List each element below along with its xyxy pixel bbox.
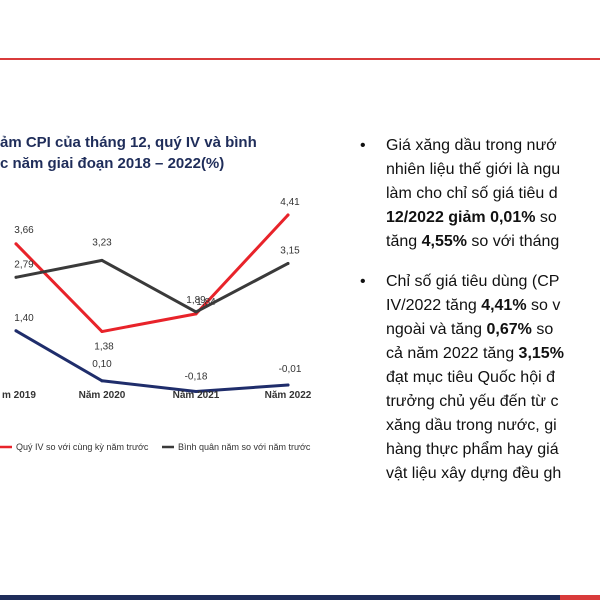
series-line-2: [14, 329, 290, 394]
x-tick-label: Năm 2022: [265, 390, 312, 401]
legend-label: Quý IV so với cùng kỳ năm trước: [16, 442, 149, 452]
bullet-line: nhiên liệu thế giới là ngu: [386, 158, 560, 182]
data-label: 4,41: [280, 197, 300, 208]
bullet-segment: vật liệu xây dựng đều gh: [386, 465, 562, 482]
bullet-line: 12/2022 giảm 0,01% so: [386, 206, 560, 230]
bullet-highlight: 0,67%: [486, 321, 532, 338]
bottom-bar: [0, 595, 600, 600]
data-label: -0,18: [185, 372, 208, 383]
data-point: [286, 213, 290, 217]
bullet-segment: tăng: [386, 233, 422, 250]
bullet-segment: xăng dầu trong nước, gi: [386, 417, 557, 434]
bullet-segment: IV/2022 tăng: [386, 297, 482, 314]
bullet-highlight: 3,15%: [518, 345, 564, 362]
bullet-segment: ngoài và tăng: [386, 321, 487, 338]
bullet-dot-icon: •: [360, 137, 366, 154]
bullet-segment: đạt mục tiêu Quốc hội đ: [386, 369, 555, 386]
bullet-line: trưởng chủ yếu đến từ c: [386, 390, 564, 414]
data-point: [100, 379, 104, 383]
data-label: 3,15: [280, 245, 300, 256]
x-tick-label: Năm 2021: [173, 390, 220, 401]
data-point: [14, 242, 18, 246]
bullet-text: Giá xăng dầu trong nướ nhiên liệu thế giớ…: [386, 134, 560, 254]
bullet-line: IV/2022 tăng 4,41% so v: [386, 294, 564, 318]
bottom-bar-accent: [560, 595, 600, 600]
data-label: 3,23: [92, 237, 112, 248]
bullet-line: xăng dầu trong nước, gi: [386, 414, 564, 438]
bullet-line: ngoài và tăng 0,67% so: [386, 318, 564, 342]
bullet-segment: hàng thực phẩm hay giá: [386, 441, 559, 458]
bullet-line: tăng 4,55% so với tháng: [386, 230, 560, 254]
data-label: 3,66: [14, 225, 34, 236]
bullet-line: Giá xăng dầu trong nướ: [386, 134, 560, 158]
data-label: 2,79: [14, 259, 34, 270]
data-label: 1,84: [196, 297, 216, 308]
series-line-1: [14, 258, 290, 314]
chart-title-line-1: ảm CPI của tháng 12, quý IV và bình: [0, 134, 257, 151]
bullet-list: • Giá xăng dầu trong nướ nhiên liệu thế gi…: [360, 134, 600, 502]
data-point: [194, 310, 198, 314]
bullet-item: • Chỉ số giá tiêu dùng (CP IV/2022 tăng 4,…: [360, 270, 600, 486]
data-point: [286, 383, 290, 387]
bullet-segment: trưởng chủ yếu đến từ c: [386, 393, 559, 410]
bullet-segment: nhiên liệu thế giới là ngu: [386, 161, 561, 178]
bullet-dot-icon: •: [360, 273, 366, 290]
bullet-segment: làm cho chỉ số giá tiêu d: [386, 185, 558, 202]
bullet-line: cả năm 2022 tăng 3,15%: [386, 342, 564, 366]
top-rule: [0, 58, 600, 60]
bullet-line: vật liệu xây dựng đều gh: [386, 462, 564, 486]
legend-label: Bình quân năm so với năm trước: [178, 442, 311, 452]
data-point: [286, 261, 290, 265]
bullet-item: • Giá xăng dầu trong nướ nhiên liệu thế gi…: [360, 134, 600, 254]
bullet-line: Chỉ số giá tiêu dùng (CP: [386, 270, 564, 294]
data-label: -0,01: [279, 364, 302, 375]
data-point: [194, 390, 198, 394]
data-label: 0,10: [92, 359, 112, 370]
data-point: [14, 329, 18, 333]
bullet-highlight: 4,41%: [481, 297, 527, 314]
bullet-segment: so: [535, 209, 557, 226]
bullet-segment: so v: [526, 297, 561, 314]
data-label: 1,40: [14, 313, 34, 324]
bullet-line: làm cho chỉ số giá tiêu d: [386, 182, 560, 206]
data-point: [100, 330, 104, 334]
x-tick-label: m 2019: [2, 390, 36, 401]
data-point: [100, 258, 104, 262]
bullet-highlight: 4,55%: [421, 233, 467, 250]
data-label: 1,89: [186, 295, 206, 306]
bullet-line: đạt mục tiêu Quốc hội đ: [386, 366, 564, 390]
bullet-text: Chỉ số giá tiêu dùng (CP IV/2022 tăng 4,4…: [386, 270, 564, 486]
chart-title-line-2: c năm giai đoạn 2018 – 2022(%): [0, 155, 225, 172]
bullet-segment: Giá xăng dầu trong nướ: [386, 137, 557, 154]
bullet-highlight: 12/2022 giảm: [386, 209, 491, 226]
cpi-line-chart: 3,66 1,38 1,84 4,41 2,79 3,23 1,89 3,15 1,40 0,10…: [0, 197, 312, 452]
bullet-segment: so với tháng: [466, 233, 560, 250]
bullet-segment: cả năm 2022 tăng: [386, 345, 519, 362]
bullet-segment: so: [531, 321, 554, 338]
x-tick-label: Năm 2020: [79, 390, 126, 401]
chart-title: ảm CPI của tháng 12, quý IV và bình c nă…: [0, 132, 330, 174]
bullet-highlight: 0,01%: [490, 209, 536, 226]
bullet-segment: Chỉ số giá tiêu dùng (CP: [386, 273, 560, 290]
data-point: [14, 275, 18, 279]
bullet-line: hàng thực phẩm hay giá: [386, 438, 564, 462]
data-label: 1,38: [94, 342, 114, 353]
series-line-0: [14, 213, 290, 334]
